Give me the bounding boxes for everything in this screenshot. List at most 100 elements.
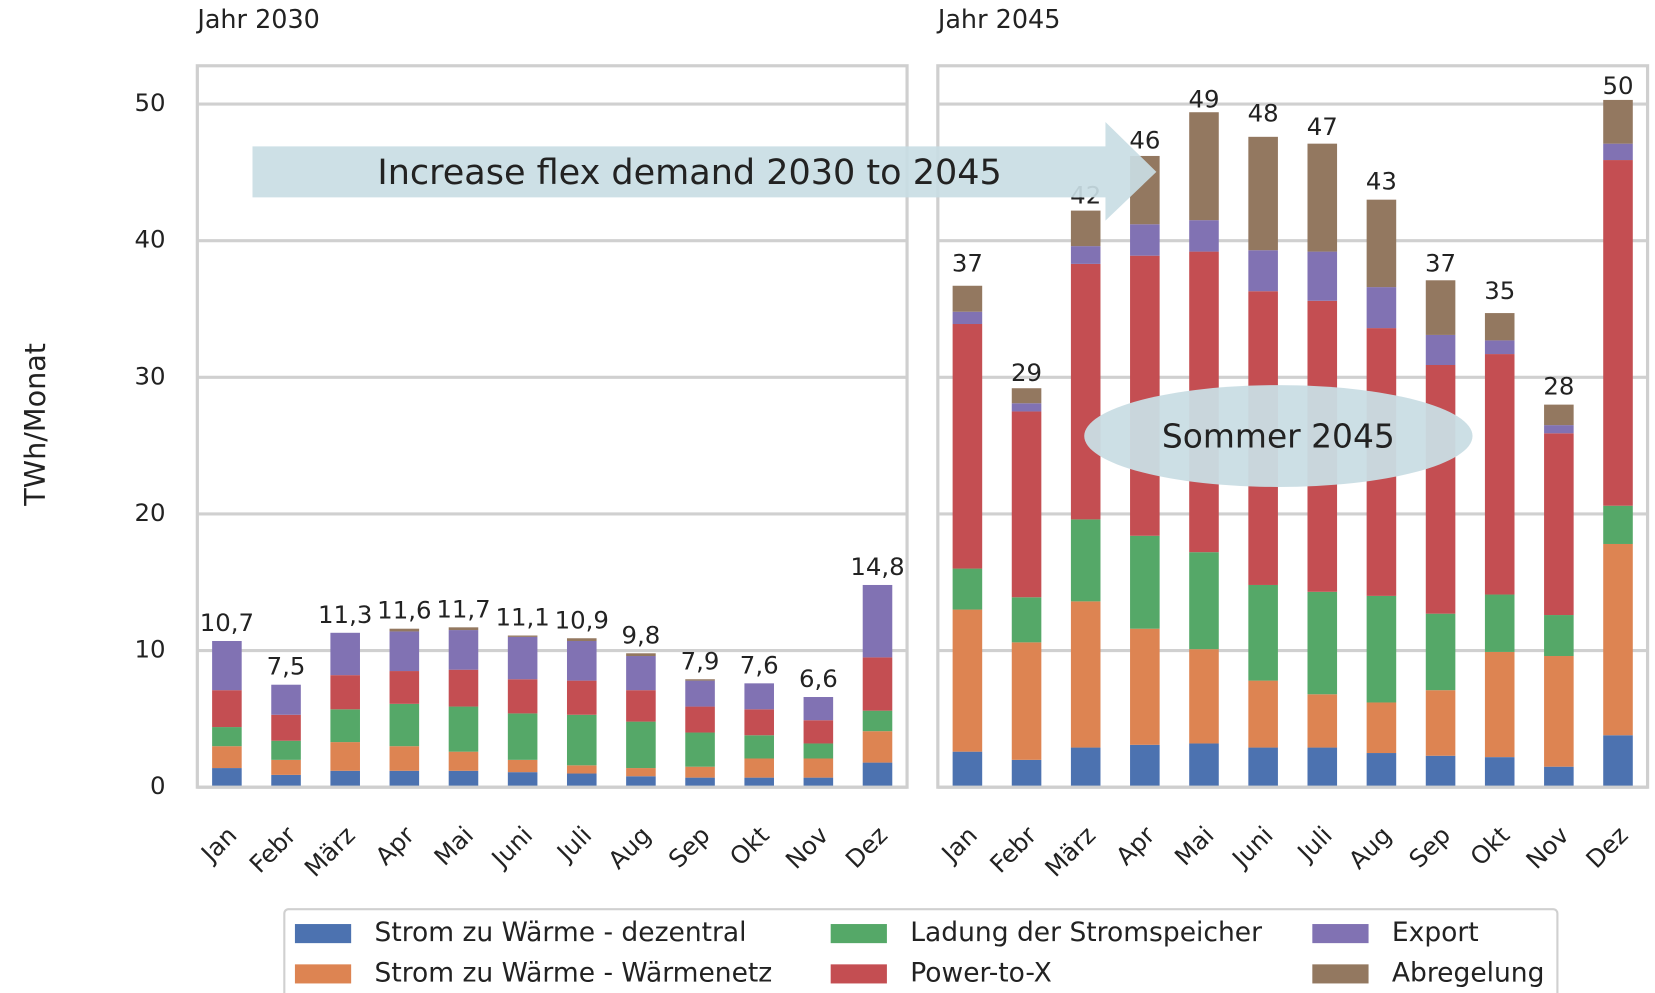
bar-segment [952, 311, 983, 325]
bar-segment [1248, 136, 1278, 251]
bar-segment [803, 697, 834, 721]
bar-segment [952, 285, 983, 312]
bar-segment [212, 727, 242, 747]
bar-segment [448, 770, 479, 788]
bar-segment [1544, 425, 1574, 434]
total-label: 10,7 [200, 608, 254, 637]
bar-segment [1248, 250, 1278, 292]
bar-segment [1484, 594, 1515, 652]
total-label: 37 [952, 249, 983, 278]
x-tick-label: Jan [934, 820, 983, 869]
bar-segment [1307, 694, 1338, 748]
bar-segment [212, 746, 242, 769]
x-tick-label: Nov [780, 820, 834, 874]
x-tick-label: Febr [984, 820, 1043, 879]
legend-swatch [830, 964, 887, 984]
bar-segment [212, 640, 242, 691]
bar-segment [685, 679, 715, 681]
bar-segment [1307, 251, 1338, 301]
bar-segment [389, 746, 420, 771]
total-label: 50 [1602, 71, 1633, 100]
x-tick-label: Juni [1225, 820, 1279, 874]
bar-segment [448, 706, 479, 752]
bar-segment [1307, 143, 1338, 252]
x-tick-label: Okt [724, 820, 775, 871]
panel-title: Jahr 2045 [936, 5, 1061, 35]
bar-segment [803, 777, 834, 788]
bar-segment [389, 703, 420, 747]
bar-segment [507, 679, 538, 714]
bar-segment [1366, 287, 1397, 329]
bar-segment [1484, 313, 1515, 341]
bar-segment [862, 731, 893, 763]
bar-segment [507, 713, 538, 760]
legend-label: Strom zu Wärme - Wärmenetz [374, 957, 772, 988]
bar-segment [952, 751, 983, 788]
bar-segment [507, 759, 538, 773]
bar-segment [1484, 340, 1515, 355]
bar-segment [330, 675, 360, 710]
bar-segment [1603, 99, 1633, 144]
bar-segment [271, 684, 301, 715]
annotation-text: Sommer 2045 [1162, 417, 1395, 456]
bar-segment [626, 768, 656, 777]
y-axis-label: TWh/Monat [18, 343, 52, 507]
total-label: 28 [1543, 372, 1574, 401]
bar-segment [1070, 519, 1101, 602]
bar-segment [1544, 433, 1574, 616]
bar-segment [1011, 642, 1042, 760]
total-label: 11,7 [436, 594, 490, 623]
bar-segment [448, 669, 479, 707]
bar-segment [1484, 651, 1515, 758]
panel-title: Jahr 2030 [195, 5, 320, 35]
bar-segment [330, 770, 360, 788]
bar-segment [1248, 747, 1278, 788]
bar-segment [685, 706, 715, 733]
bar-segment [803, 758, 834, 778]
x-tick-label: Sep [663, 820, 716, 873]
bar-segment [1366, 753, 1397, 788]
x-tick-label: Mai [428, 820, 479, 871]
legend-label: Abregelung [1392, 957, 1545, 988]
bar-segment [862, 584, 893, 658]
y-tick-label: 40 [134, 225, 165, 254]
bar-segment [448, 751, 479, 771]
x-tick-label: Juli [550, 820, 598, 868]
bar-segment [685, 680, 715, 707]
total-label: 37 [1425, 249, 1456, 278]
bar-segment [744, 758, 774, 778]
bar-segment [685, 777, 715, 788]
bar-segment [1070, 601, 1101, 748]
bar-segment [566, 638, 597, 641]
total-label: 43 [1366, 167, 1397, 196]
total-label: 46 [1129, 126, 1160, 155]
x-tick-label: Nov [1520, 820, 1574, 874]
legend-swatch [1312, 964, 1369, 984]
bar-segment [1603, 143, 1633, 161]
x-tick-label: Dez [1580, 820, 1633, 873]
bar-segment [271, 774, 301, 788]
bar-segment [212, 768, 242, 788]
total-label: 11,6 [377, 596, 431, 625]
bar-segment [1248, 584, 1278, 681]
bar-segment [389, 770, 420, 788]
bar-segment [1425, 613, 1456, 691]
bar-segment [744, 683, 774, 710]
bar-segment [1189, 649, 1219, 744]
bar-segment [952, 609, 983, 752]
y-tick-label: 30 [134, 361, 165, 390]
y-tick-label: 50 [134, 88, 165, 117]
bar-segment [862, 710, 893, 732]
bar-segment [685, 732, 715, 767]
bar-segment [566, 714, 597, 766]
ellipse [1084, 385, 1473, 487]
total-label: 35 [1484, 276, 1515, 305]
bar-segment [1130, 535, 1160, 629]
bar-segment [566, 680, 597, 715]
bar-segment [744, 777, 774, 788]
bar-segment [1070, 263, 1101, 520]
bar-segment [1425, 364, 1456, 614]
bar-segment [1130, 224, 1160, 256]
